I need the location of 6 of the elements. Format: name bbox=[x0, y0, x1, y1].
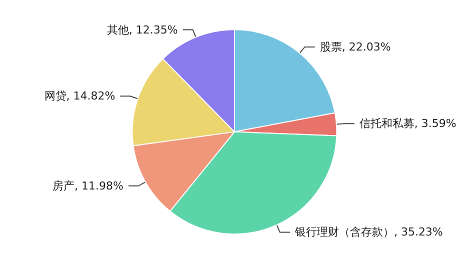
slice-label: 网贷, 14.82% bbox=[44, 90, 116, 103]
slice-label: 银行理财（含存款）, 35.23% bbox=[294, 226, 443, 239]
slice-label: 房产, 11.98% bbox=[52, 179, 124, 192]
slice-label: 股票, 22.03% bbox=[320, 40, 391, 54]
slice-label: 信托和私募, 3.59% bbox=[359, 117, 456, 130]
slice-label: 其他, 12.35% bbox=[106, 23, 178, 36]
